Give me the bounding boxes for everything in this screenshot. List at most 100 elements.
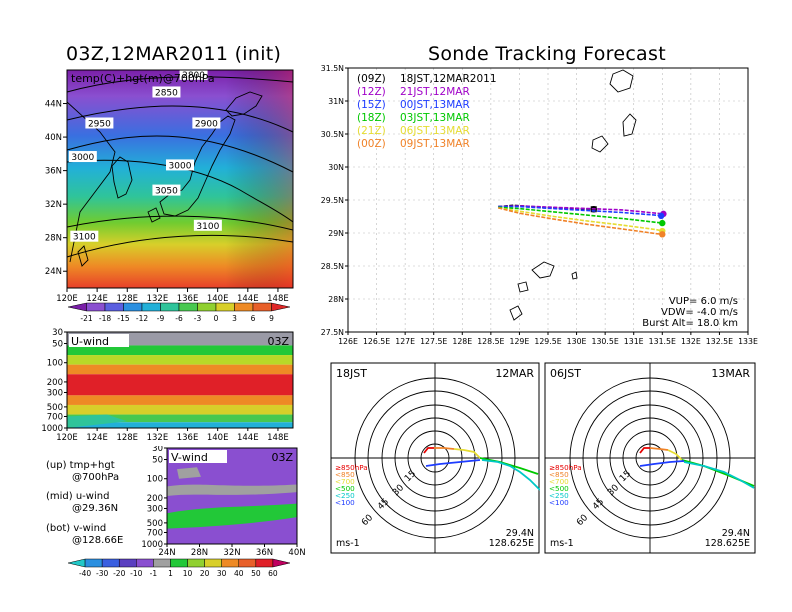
map-xtick-label-1: 124E [86,294,108,304]
u-wind-band-6 [67,404,293,415]
track-xtick-label-4: 128E [452,337,472,346]
track-xtick-label-10: 131E [624,337,644,346]
contour-label-3: 2900 [195,120,218,130]
v-wind-title-bg [169,450,227,463]
track-xtick-label-8: 130E [567,337,587,346]
v-wind-green-band [167,503,297,529]
track-ytick-label-0: 27.5N [321,328,344,337]
note-mid: (mid) u-wind @29.36N [46,491,118,515]
v-wind-colorbar-label-9: 40 [234,569,244,576]
v-wind-colorbar-label-1: -30 [96,569,108,576]
sonde-track-map: (09Z) 18JST,12MAR2011 (12Z) 21JST,12MAR (15Z… [321,64,758,346]
v-wind-colorbar-label-7: 20 [200,569,210,576]
map-ytick-label-0: 24N [45,267,62,277]
map-ytick-label-4: 40N [45,133,62,143]
note-mid-line2: @29.36N [72,503,119,514]
track-ytick-label-2: 28.5N [321,262,344,271]
map-colorbar-seg-5 [160,302,180,312]
u-wind-xtick-label-0: 120E [56,433,78,443]
track-line-2 [498,205,662,217]
track-ytick-label-6: 30.5N [321,130,344,139]
hodo-level-1-1: <850 [335,470,355,479]
legend-label-5: 09JST,13MAR [400,138,470,150]
map-xtick-label-7: 148E [267,294,289,304]
track-xtick-label-1: 126.5E [363,337,390,346]
v-wind-colorbar-label-0: -40 [79,569,91,576]
hodo-lat-2: 29.4N [722,528,750,539]
v-wind-ytick-label-5: 500 [147,519,163,529]
track-xtick-label-6: 129E [510,337,530,346]
map-colorbar-seg-4 [141,302,161,312]
coastline-4 [147,207,161,223]
coastline-1 [111,156,133,199]
map-colorbar-seg-0 [67,302,87,312]
u-wind-xtick-label-6: 144E [237,433,259,443]
map-colorbar-label-4: -9 [157,314,165,323]
coastline-5 [77,245,89,267]
track-annotation-1: VDW= -4.0 m/s [661,307,738,318]
hodo-time-right-bg-1 [494,366,536,380]
map-colorbar-label-6: -3 [194,314,202,323]
hodo-time-left-bg-1 [334,366,374,380]
u-wind-ytick-label-7: 1000 [41,424,63,434]
v-wind-colorbar-seg-11 [255,558,274,568]
v-wind-background [167,448,297,544]
hodo-level-2-3: <500 [549,484,569,493]
hodo-level-2-0: ≥850hPa [549,463,582,472]
track-ytick-label-7: 31N [328,97,344,106]
track-ytick-label-5: 30N [328,163,344,172]
u-wind-xtick-label-1: 124E [86,433,108,443]
map-colorbar-label-9: 6 [251,314,256,323]
track-xtick-label-14: 133E [738,337,758,346]
right-title: Sonde Tracking Forecast [428,43,666,65]
hodo-trace-1-4 [481,459,540,491]
v-wind-colorbar-label-10: 50 [251,569,261,576]
v-wind-colorbar-seg-12 [272,558,291,568]
u-wind-band-4 [67,374,293,396]
v-wind-colorbar-label-11: 60 [268,569,278,576]
contour-label-7: 3100 [196,222,219,232]
u-wind-ytick-label-4: 300 [47,388,63,398]
map-colorbar-seg-1 [86,302,106,312]
v-wind-ytick-label-4: 300 [147,504,163,514]
map-xtick-label-0: 120E [56,294,78,304]
u-wind-xtick-label-4: 136E [177,433,199,443]
u-wind-band-7 [67,414,293,423]
hodo-trace-1-5 [425,459,481,467]
track-ytick-label-1: 28N [328,295,344,304]
hodo-level-2-4: <250 [549,491,569,500]
u-wind-band-8 [67,422,293,428]
height-contour-3 [66,159,294,223]
u-wind-ytick-label-2: 100 [47,359,63,369]
u-wind-frame [66,331,294,429]
hodo-level-1-3: <500 [335,484,355,493]
height-contour-4 [66,215,294,231]
hodo-time-right-1: 12MAR [495,367,534,380]
note-bot: (bot) v-wind @128.66E [46,523,123,547]
contour-label-bg-6 [152,184,181,196]
map-ytick-label-1: 28N [45,234,62,244]
map-ytick-label-2: 32N [45,200,62,210]
legend-label-0: 18JST,12MAR2011 [400,73,497,85]
left-title: 03Z,12MAR2011 (init) [66,43,282,65]
contour-label-bg-4 [68,151,97,163]
v-wind-ytick-label-3: 200 [147,494,163,504]
u-wind-band-3 [67,364,293,375]
hodo-lat-1: 29.4N [506,528,534,539]
height-contour-5 [66,234,294,258]
map-colorbar-seg-9 [234,302,254,312]
island-0 [609,69,634,93]
v-wind-colorbar-seg-9 [221,558,240,568]
v-wind-colorbar-label-8: 30 [217,569,227,576]
track-xtick-label-7: 129.5E [534,337,561,346]
map-colorbar-seg-7 [197,302,217,312]
track-xtick-label-2: 127E [395,337,415,346]
v-wind-xtick-label-1: 28N [191,548,208,558]
hodo-units-2: ms-1 [550,538,574,549]
v-wind-xtick-label-0: 24N [158,548,175,558]
v-wind-grey-band [167,484,297,496]
map-subtitle: temp(C)+hgt(m)@700hPa [71,72,215,85]
v-wind-time: 03Z [271,451,293,464]
hodo-trace-1-2 [453,448,481,459]
